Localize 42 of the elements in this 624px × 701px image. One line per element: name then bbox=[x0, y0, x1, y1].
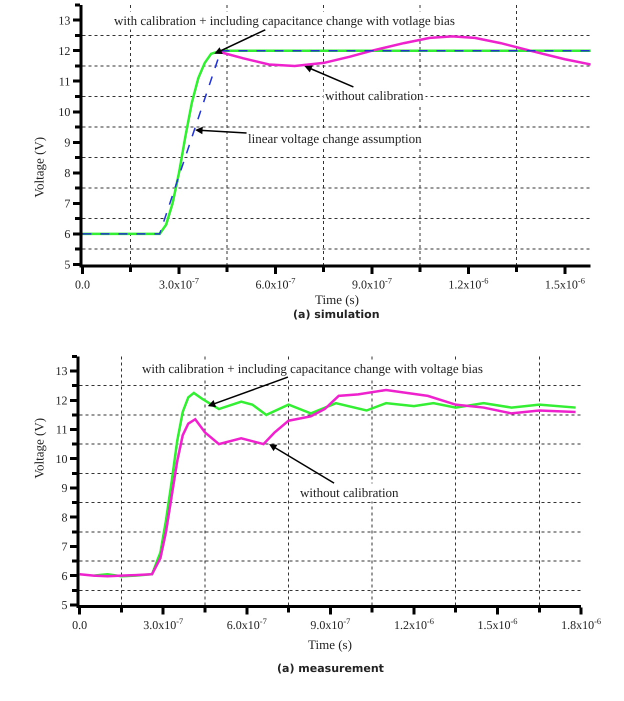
x-tick-label: 1.5x10$^{-6}$ bbox=[478, 617, 518, 632]
annotation: without calibration bbox=[300, 485, 400, 500]
x-tick-label: 3.0x10$^{-7}$ bbox=[158, 276, 199, 292]
y-axis-title: Voltage (V) bbox=[31, 136, 46, 198]
y-tick-label: 8 bbox=[61, 510, 68, 524]
y-tick-label: 6 bbox=[64, 227, 70, 242]
x-axis-title: Time (s) bbox=[315, 292, 359, 307]
y-tick-label: 9 bbox=[64, 135, 70, 150]
x-tick-label: 1.8x10$^{-6}$ bbox=[561, 617, 602, 632]
x-tick-label: 0.0 bbox=[75, 277, 90, 292]
x-tick-label: 6.0x10$^{-7}$ bbox=[226, 617, 267, 632]
y-tick-label: 11 bbox=[56, 422, 68, 437]
x-tick-label: 0.0 bbox=[72, 618, 88, 632]
y-tick-label: 13 bbox=[58, 13, 70, 28]
x-tick-label: 9.0x10$^{-7}$ bbox=[352, 276, 392, 292]
x-tick-label: 6.0x10$^{-7}$ bbox=[255, 276, 296, 292]
y-tick-label: 5 bbox=[64, 258, 70, 272]
text: (a) measurement bbox=[277, 662, 384, 675]
y-tick-label: 5 bbox=[61, 598, 68, 612]
annotation: without calibration bbox=[325, 88, 424, 103]
x-axis-title: Time (s) bbox=[308, 637, 352, 652]
x-tick-label: 1.5x10$^{-6}$ bbox=[544, 276, 585, 292]
y-axis-title: Voltage (V) bbox=[31, 418, 46, 479]
y-tick-label: 7 bbox=[64, 196, 70, 210]
x-tick-label: 1.2x10$^{-6}$ bbox=[448, 276, 488, 292]
annotation: linear voltage change assumption bbox=[248, 131, 422, 146]
y-tick-label: 10 bbox=[55, 452, 68, 466]
x-tick-label: 9.0x10$^{-7}$ bbox=[310, 617, 350, 632]
y-tick-label: 11 bbox=[58, 74, 70, 88]
y-tick-label: 6 bbox=[61, 568, 68, 583]
y-tick-label: 12 bbox=[58, 44, 70, 58]
annotation: with calibration + including capacitance change with votlage bias bbox=[114, 13, 455, 28]
annotation: with calibration + including capacitance change with voltage bias bbox=[142, 361, 483, 376]
y-tick-label: 13 bbox=[55, 364, 68, 378]
text: (a) simulation bbox=[293, 308, 380, 321]
y-tick-label: 8 bbox=[64, 166, 70, 180]
y-tick-label: 12 bbox=[55, 393, 68, 408]
x-tick-label: 1.2x10$^{-6}$ bbox=[394, 617, 434, 632]
y-tick-label: 7 bbox=[61, 540, 68, 554]
y-tick-label: 10 bbox=[58, 104, 70, 119]
y-tick-label: 9 bbox=[61, 481, 68, 496]
x-tick-label: 3.0x10$^{-7}$ bbox=[143, 617, 184, 632]
